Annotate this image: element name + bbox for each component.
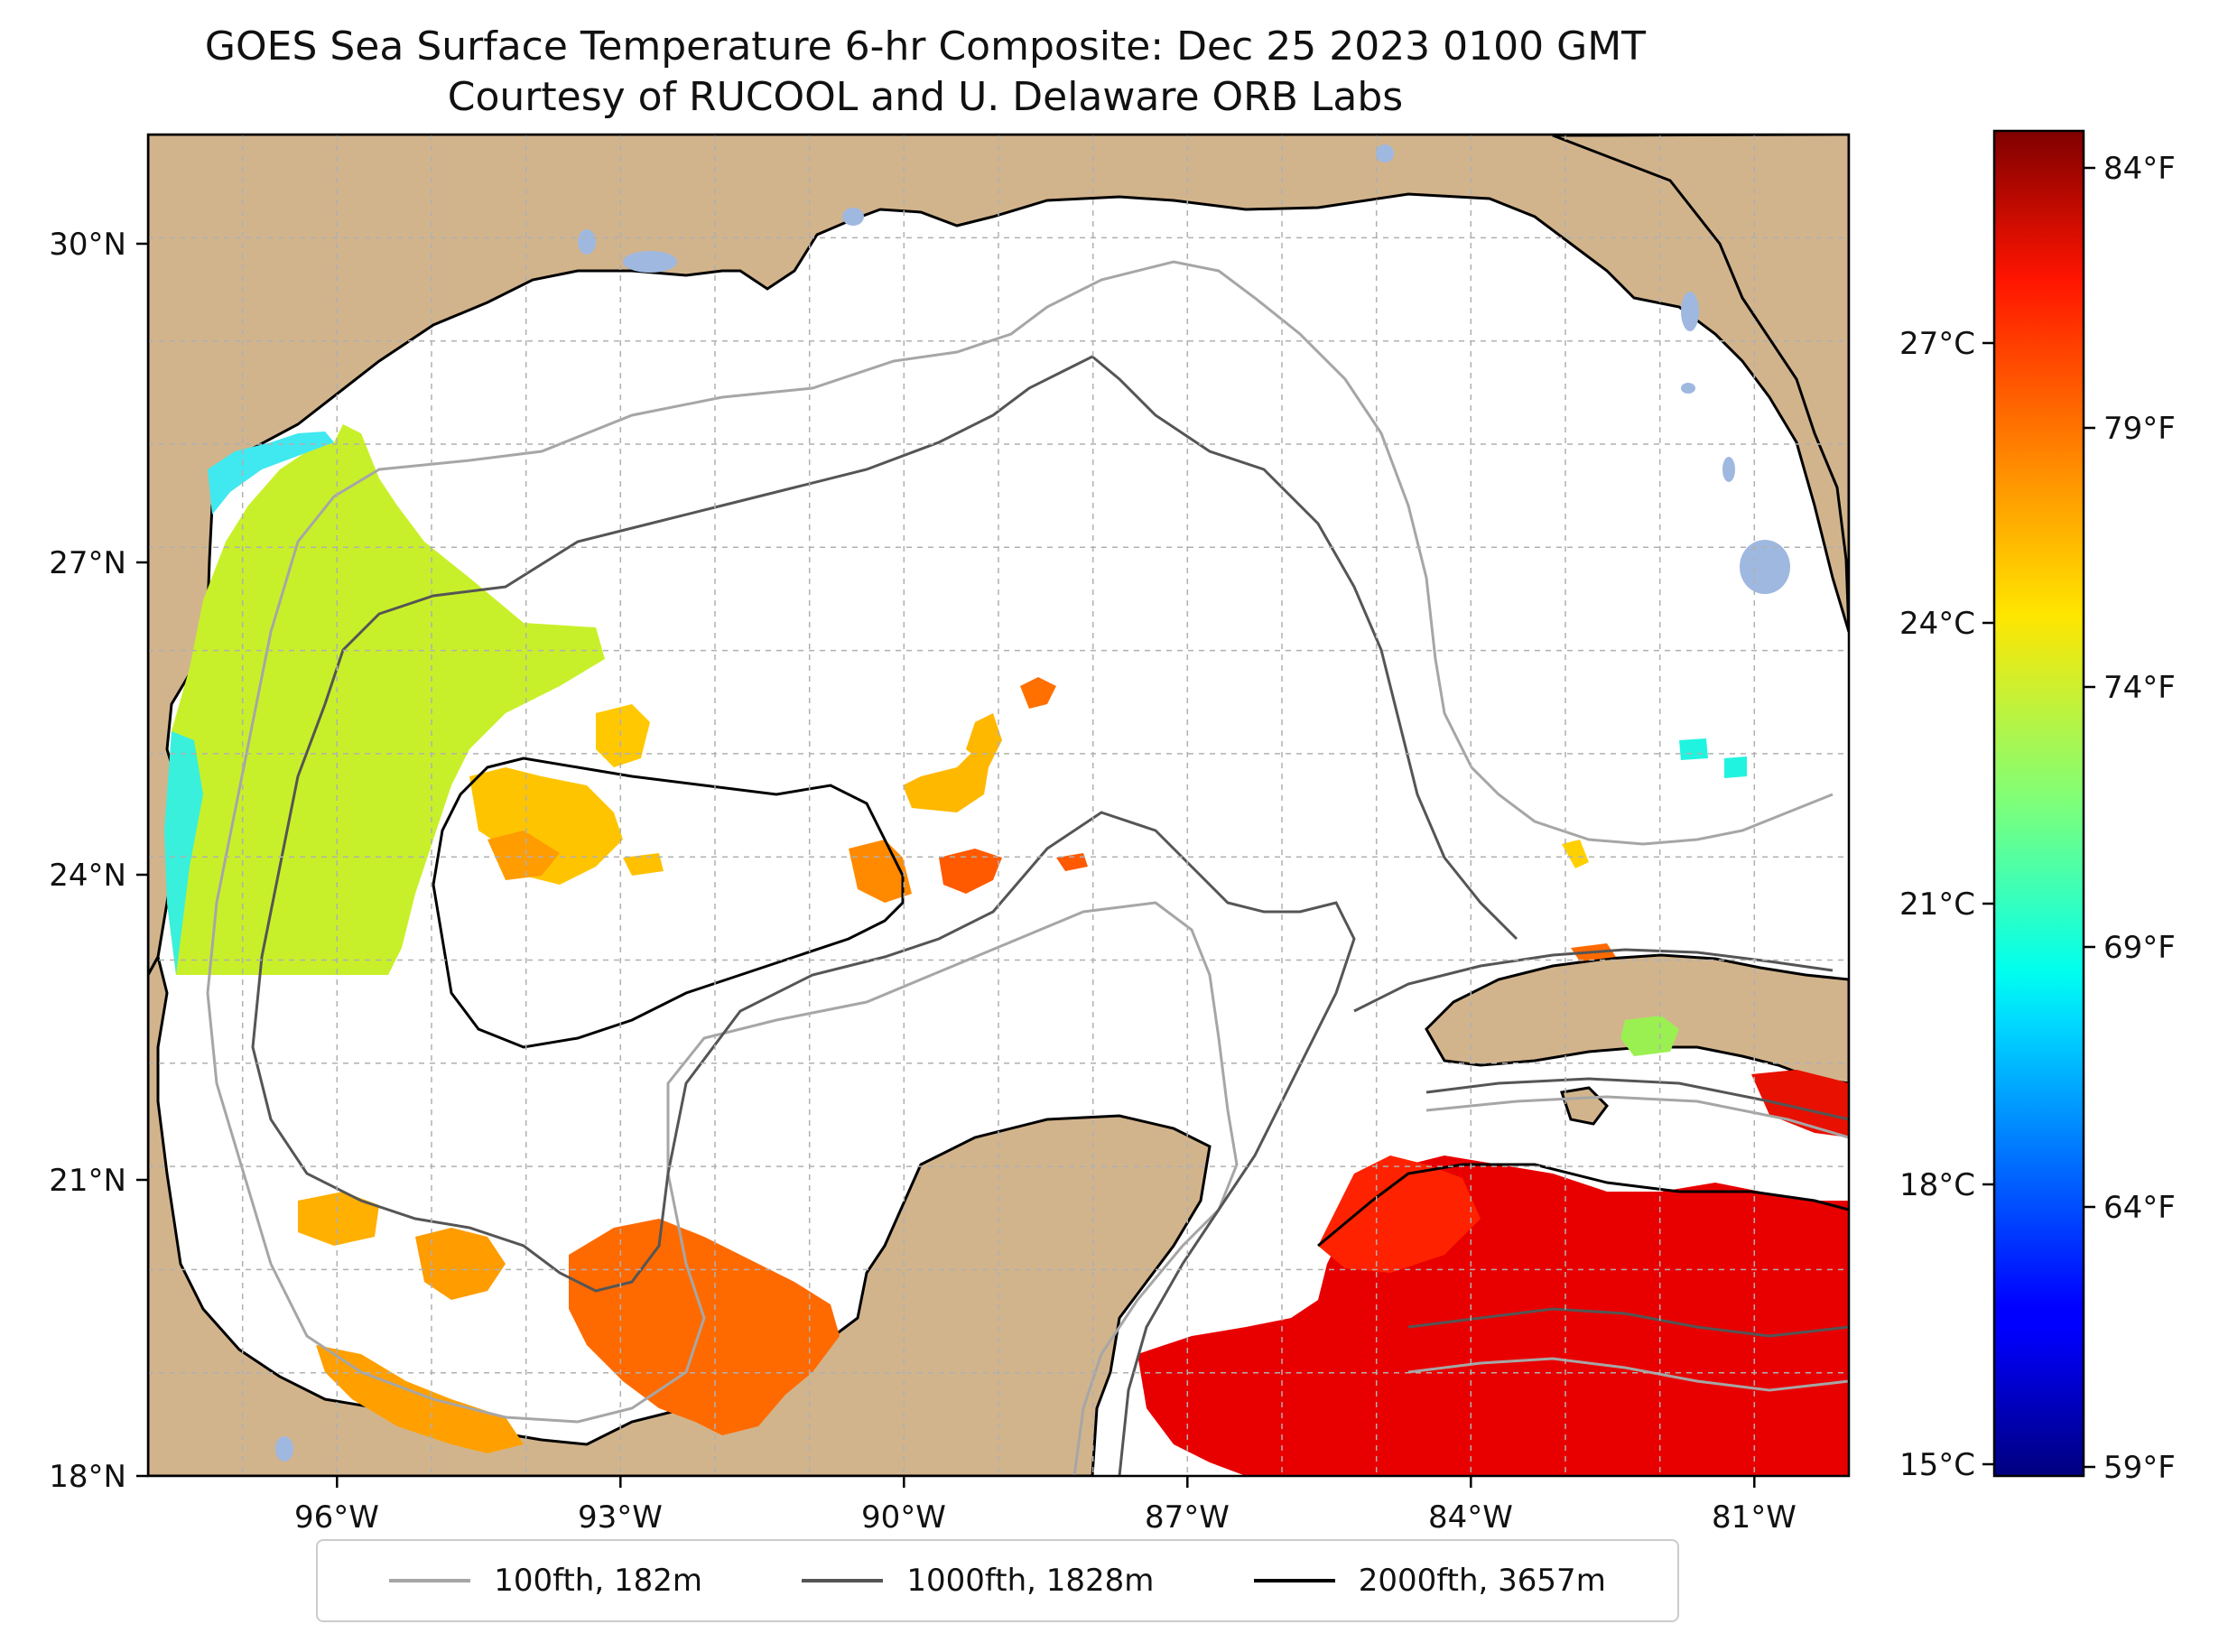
sst-patch-texas-north: [208, 432, 334, 515]
lake-okeechobee: [1740, 540, 1790, 594]
land-florida-peninsula: [1552, 135, 1849, 633]
contour-1000fth: [323, 355, 1518, 941]
sst-patch-bay-campeche: [569, 1219, 840, 1435]
colorbar-gradient: [1992, 129, 2085, 1478]
sst-patch-cuba-south-light: [1620, 1016, 1679, 1056]
legend-item-1000fth: 1000fth, 1828m: [802, 1563, 1154, 1599]
lon-tick-label: 81°W: [1712, 1499, 1797, 1536]
title-line-1: GOES Sea Surface Temperature 6-hr Compos…: [204, 23, 1647, 70]
colorbar-fahrenheit-label: 59°F: [2103, 1450, 2176, 1486]
lon-tick-label: 93°W: [578, 1499, 663, 1536]
colorbar-fahrenheit-label: 79°F: [2103, 411, 2176, 447]
colorbar: 27°C 24°C 21°C 18°C 15°C 84°F 79°F 74°F …: [1899, 129, 2176, 1486]
lat-tick-label: 24°N: [49, 858, 126, 894]
legend-item-100fth: 100fth, 182m: [389, 1563, 702, 1599]
lat-tick-labels: 30°N 27°N 24°N 21°N 18°N: [49, 227, 126, 1495]
sst-patch-campeche-orange-1: [849, 840, 912, 903]
map-panel: [148, 135, 1849, 1476]
contour-2000fth: [432, 756, 905, 1049]
colorbar-fahrenheit-label: 74°F: [2103, 670, 2176, 706]
legend-line-swatch: [802, 1579, 884, 1582]
colorbar-celsius-label: 15°C: [1899, 1447, 1975, 1483]
title-line-2: Courtesy of RUCOOL and U. Delaware ORB L…: [447, 74, 1404, 120]
sst-patch-yellow-small-2: [623, 853, 664, 876]
sst-patch-west-orange: [487, 831, 560, 880]
sst-patch-central-west: [469, 767, 623, 885]
map-frame: [146, 133, 1851, 1478]
colorbar-fahrenheit-label: 64°F: [2103, 1190, 2176, 1226]
legend-label: 2000fth, 3657m: [1358, 1563, 1606, 1599]
inland-water-layer: [275, 144, 1790, 1462]
sst-patch-texas-shelf: [167, 424, 605, 975]
sst-patch-florida-keys-2: [1724, 756, 1747, 778]
legend-label: 100fth, 182m: [494, 1563, 702, 1599]
lon-tick-label: 84°W: [1428, 1499, 1513, 1536]
legend-item-2000fth: 2000fth, 3657m: [1253, 1563, 1606, 1599]
sst-patch-east-small: [1020, 677, 1056, 709]
axis-tick-marks: [136, 242, 1756, 1488]
sst-patch-cuba-south-east: [1751, 1070, 1849, 1137]
sst-patch-central: [903, 740, 993, 812]
sst-patch-texas-nearshore: [164, 731, 203, 975]
bathymetry-layer: [206, 260, 1849, 1476]
lat-tick-label: 27°N: [49, 545, 126, 581]
colorbar-fahrenheit-label: 84°F: [2103, 151, 2176, 187]
sst-patch-east-small-2: [1056, 853, 1088, 871]
lon-tick-label: 90°W: [861, 1499, 946, 1536]
sst-patch-florida-straits-yellow: [1562, 840, 1589, 868]
lat-tick-label: 30°N: [49, 227, 126, 263]
legend-label: 1000fth, 1828m: [906, 1563, 1155, 1599]
lat-tick-label: 21°N: [49, 1163, 126, 1199]
legend-line-swatch: [1253, 1579, 1335, 1582]
lon-tick-labels: 96°W 93°W 90°W 87°W 84°W 81°W: [294, 1499, 1797, 1536]
colorbar-celsius-label: 24°C: [1899, 606, 1975, 642]
gridlines: [148, 135, 1849, 1476]
colorbar-celsius-label: 18°C: [1899, 1167, 1975, 1203]
map-title: GOES Sea Surface Temperature 6-hr Compos…: [149, 22, 1702, 123]
sst-patch-caribbean-north: [1318, 1155, 1481, 1273]
lon-tick-label: 87°W: [1145, 1499, 1230, 1536]
sst-patch-campeche-red-orange: [939, 849, 1002, 894]
sst-patch-florida-keys-1: [1679, 738, 1708, 760]
sst-patch-bay-mid: [298, 1192, 379, 1246]
colorbar-celsius-label: 27°C: [1899, 326, 1975, 362]
colorbar-celsius-label: 21°C: [1899, 886, 1975, 923]
sst-patch-bay-west: [415, 1228, 506, 1300]
lat-tick-label: 18°N: [49, 1459, 126, 1495]
sst-patch-yellow-small-1: [596, 704, 650, 767]
contour-legend: 100fth, 182m 1000fth, 1828m 2000fth, 365…: [316, 1539, 1679, 1622]
contour-100fth: [296, 260, 1834, 846]
lon-tick-label: 96°W: [294, 1499, 379, 1536]
legend-line-swatch: [389, 1579, 471, 1582]
colorbar-fahrenheit-label: 69°F: [2103, 930, 2176, 966]
